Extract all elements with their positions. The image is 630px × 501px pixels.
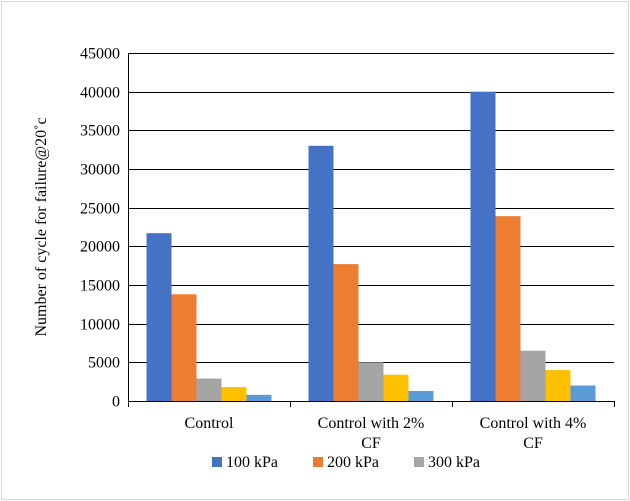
bar bbox=[308, 145, 334, 401]
y-tick-label: 15000 bbox=[80, 278, 120, 295]
x-category-label: Control bbox=[185, 415, 234, 432]
y-tick-label: 25000 bbox=[80, 201, 120, 218]
legend-label: 200 kPa bbox=[327, 454, 379, 471]
legend: 100 kPa 200 kPa 300 kPa bbox=[212, 454, 480, 471]
bar bbox=[520, 350, 546, 401]
y-tick-label: 30000 bbox=[80, 162, 120, 179]
y-tick-label: 45000 bbox=[80, 46, 120, 63]
y-tick-label: 40000 bbox=[80, 85, 120, 102]
legend-label: 100 kPa bbox=[226, 454, 278, 471]
y-tick-label: 20000 bbox=[80, 239, 120, 256]
legend-swatch bbox=[212, 457, 222, 467]
y-axis-title: Number of cycle for failure@20˚c bbox=[33, 117, 50, 336]
bar bbox=[221, 387, 247, 401]
bar bbox=[570, 385, 596, 401]
bar bbox=[171, 294, 197, 401]
x-category-label: Control with 4% CF bbox=[480, 415, 587, 452]
x-category-label-line: CF bbox=[523, 435, 543, 452]
y-tick-label: 5000 bbox=[88, 355, 120, 372]
x-category-label-line: CF bbox=[361, 435, 381, 452]
legend-swatch bbox=[414, 457, 424, 467]
x-category-label-line: Control with 2% bbox=[318, 415, 425, 432]
y-tick-label: 35000 bbox=[80, 123, 120, 140]
bar bbox=[383, 374, 409, 401]
axes bbox=[128, 53, 615, 407]
legend-label: 300 kPa bbox=[428, 454, 480, 471]
bar bbox=[146, 233, 172, 401]
bar bbox=[545, 370, 571, 401]
y-tick-label: 10000 bbox=[80, 317, 120, 334]
x-category-label-line: Control with 4% bbox=[480, 415, 587, 432]
bar bbox=[495, 216, 521, 401]
x-category-label-line: Control bbox=[185, 415, 234, 432]
bar bbox=[333, 264, 359, 401]
x-category-label: Control with 2% CF bbox=[318, 415, 425, 452]
bar bbox=[470, 91, 496, 402]
legend-swatch bbox=[313, 457, 323, 467]
bars bbox=[146, 91, 596, 402]
bar bbox=[408, 390, 434, 401]
bar bbox=[246, 394, 272, 401]
y-tick-label: 0 bbox=[112, 394, 120, 411]
axis-labels: Number of cycle for failure@20˚c 0 5000 10… bbox=[33, 46, 586, 453]
bar bbox=[196, 378, 222, 401]
bar bbox=[358, 362, 384, 401]
